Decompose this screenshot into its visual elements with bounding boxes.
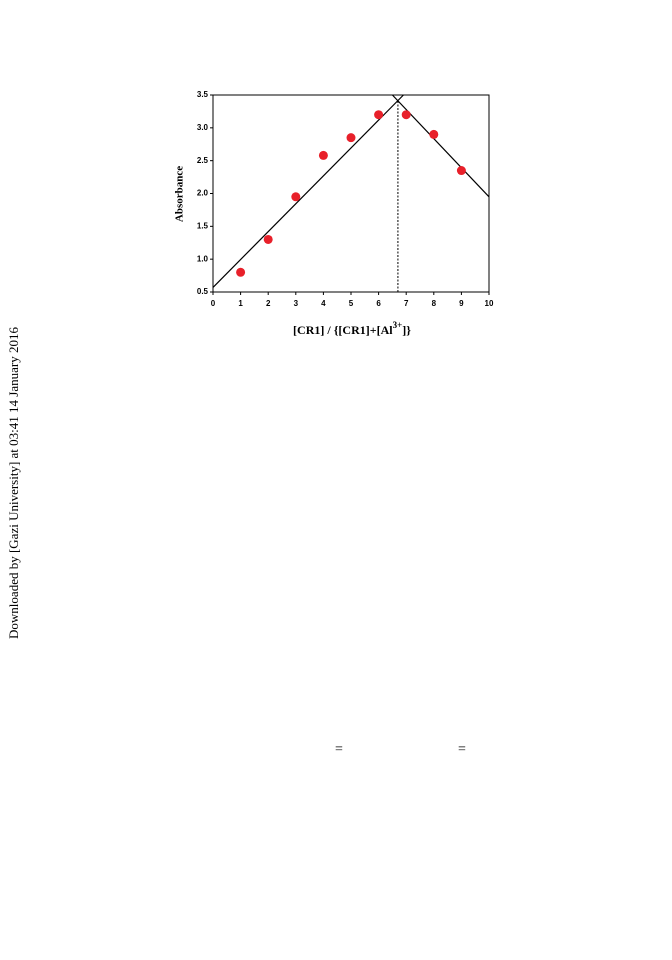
- equals-sign: =: [335, 742, 343, 757]
- x-tick-label: 5: [349, 299, 354, 308]
- data-point: [401, 110, 411, 120]
- x-label-superscript: 3+: [393, 320, 403, 330]
- x-tick-label: 2: [266, 299, 271, 308]
- data-point: [429, 129, 439, 139]
- x-tick-label: 0: [211, 299, 216, 308]
- x-label-part: ]}: [402, 323, 411, 337]
- y-tick-label: 0.5: [197, 287, 209, 296]
- x-label-part: [CR1] / {[CR1]+[Al: [293, 323, 393, 337]
- x-tick-label: 4: [321, 299, 326, 308]
- equals-sign: =: [458, 742, 466, 757]
- fit-line: [212, 94, 404, 288]
- y-tick-label: 1.0: [197, 254, 209, 263]
- x-tick-label: 9: [459, 299, 464, 308]
- data-point: [374, 110, 384, 120]
- y-tick-label: 2.5: [197, 156, 209, 165]
- y-axis-label: Absorbance: [174, 166, 186, 222]
- x-tick-label: 6: [376, 299, 381, 308]
- download-notice: Downloaded by [Gazi University] at 03:41…: [6, 327, 21, 639]
- data-point: [456, 166, 466, 176]
- x-tick-label: 8: [432, 299, 437, 308]
- y-tick-label: 2.0: [197, 189, 209, 198]
- plot-frame: [212, 94, 490, 293]
- y-tick-label: 3.0: [197, 123, 209, 132]
- x-tick-label: 7: [404, 299, 409, 308]
- y-tick-label: 1.5: [197, 221, 209, 230]
- data-point: [346, 133, 356, 143]
- data-point: [236, 267, 246, 277]
- y-tick-label: 3.5: [197, 90, 209, 99]
- x-tick-label: 3: [294, 299, 299, 308]
- x-tick-label: 10: [485, 299, 494, 308]
- data-point: [291, 192, 301, 202]
- data-point: [263, 234, 273, 244]
- data-point: [318, 150, 328, 160]
- x-axis-label: [CR1] / {[CR1]+[Al3+]}: [293, 320, 411, 337]
- x-tick-label: 1: [238, 299, 243, 308]
